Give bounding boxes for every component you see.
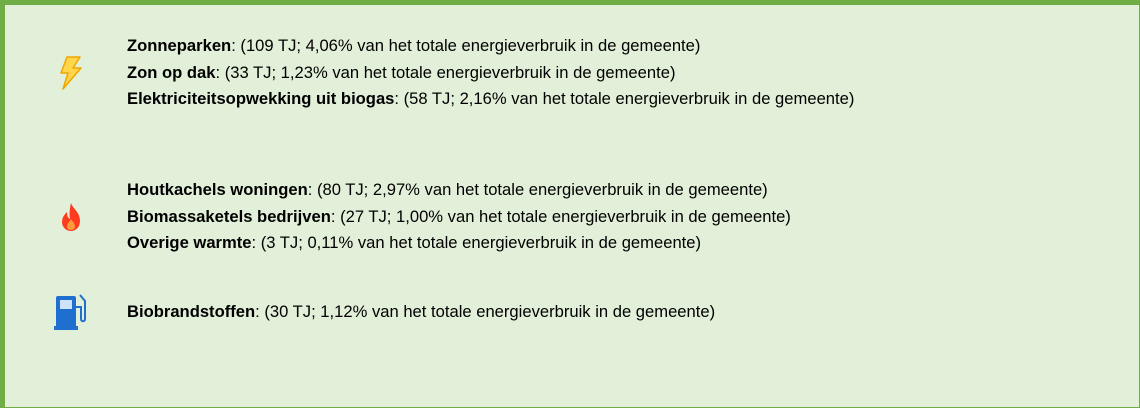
fuel-group: Biobrandstoffen: (30 TJ; 1,12% van het t… [5, 293, 1125, 331]
item-detail: : (80 TJ; 2,97% van het totale energieve… [307, 180, 768, 199]
item-detail: : (30 TJ; 1,12% van het totale energieve… [255, 301, 716, 321]
fuel-icon [5, 293, 127, 331]
item: Zonneparken: (109 TJ; 4,06% van het tota… [127, 33, 1117, 60]
item-detail: : (33 TJ; 1,23% van het totale energieve… [215, 62, 676, 82]
item-name: Overige warmte [127, 233, 252, 252]
item-name: Zonneparken [127, 36, 232, 55]
item: Biomassaketels bedrijven: (27 TJ; 1,00% … [127, 204, 1117, 231]
item-detail: : (27 TJ; 1,00% van het totale energieve… [330, 206, 791, 226]
lightning-icon [5, 56, 127, 90]
item-detail: : (3 TJ; 0,11% van het totale energiever… [251, 233, 702, 252]
item-name: Elektriciteitsopwekking uit biogas [127, 89, 395, 108]
item: Overige warmte: (3 TJ; 0,11% van het tot… [127, 230, 1117, 257]
item-name: Biomassaketels bedrijven [127, 206, 331, 226]
lines: Zonneparken: (109 TJ; 4,06% van het tota… [127, 33, 1117, 113]
electricity-group: Zonneparken: (109 TJ; 4,06% van het tota… [5, 33, 1125, 113]
item-detail: : (109 TJ; 4,06% van het totale energiev… [231, 36, 701, 55]
lines: Houtkachels woningen: (80 TJ; 2,97% van … [127, 177, 1117, 257]
lines: Biobrandstoffen: (30 TJ; 1,12% van het t… [127, 299, 1117, 326]
flame-svg [62, 202, 80, 231]
fuel-svg [54, 294, 86, 330]
item-name: Biobrandstoffen [127, 301, 256, 321]
item: Elektriciteitsopwekking uit biogas: (58 … [127, 86, 1117, 113]
flame-icon [5, 202, 127, 232]
heat-group: Houtkachels woningen: (80 TJ; 2,97% van … [5, 177, 1125, 257]
item-name: Zon op dak [127, 62, 216, 82]
item: Zon op dak: (33 TJ; 1,23% van het totale… [127, 60, 1117, 87]
item-name: Houtkachels woningen [127, 180, 308, 199]
item-detail: : (58 TJ; 2,16% van het totale energieve… [394, 89, 855, 108]
item: Houtkachels woningen: (80 TJ; 2,97% van … [127, 177, 1117, 204]
lightning-svg [60, 56, 82, 90]
item: Biobrandstoffen: (30 TJ; 1,12% van het t… [127, 299, 1117, 326]
